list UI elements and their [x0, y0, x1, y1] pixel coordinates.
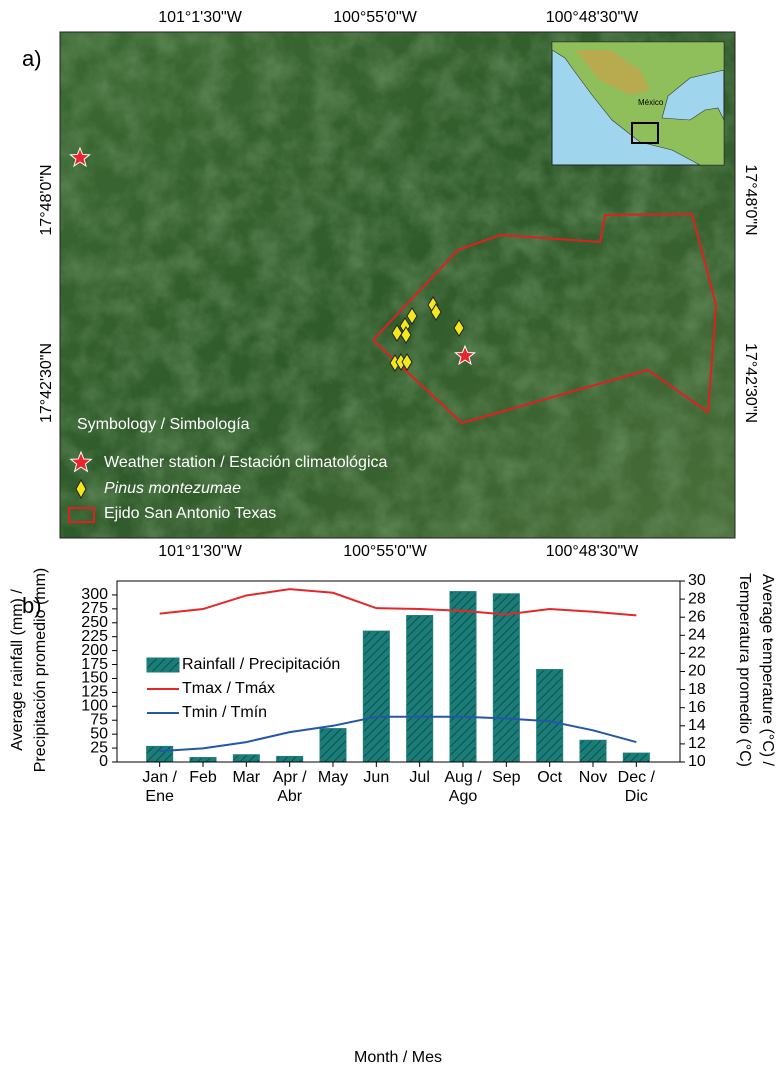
bar [622, 752, 650, 763]
y2-tick-label: 22 [688, 645, 706, 662]
bar [362, 630, 390, 763]
lon-label: 101°1'30"W [158, 543, 243, 560]
y-tick-label: 100 [81, 698, 108, 715]
x-tick-label: Apr / Abr [272, 769, 307, 805]
y-tick-label: 150 [81, 670, 108, 687]
bar [449, 591, 477, 763]
y-tick-label: 50 [90, 725, 108, 742]
legend-star [69, 450, 93, 473]
lat-label: 17°48'0"N [742, 164, 759, 235]
inset-label: México [638, 98, 664, 107]
y2-axis-title: Temperatura promedio (°C) [736, 573, 753, 767]
bar [276, 755, 304, 763]
x-tick-label: Sep [492, 769, 521, 786]
x-tick-label: Oct [537, 769, 563, 786]
bar [189, 757, 217, 763]
inset-extent [631, 122, 659, 144]
y-tick-label: 300 [81, 586, 108, 603]
panel-label: a) [22, 46, 42, 71]
map-frame [59, 31, 736, 539]
bar [406, 615, 434, 763]
lon-label: 100°55'0"W [333, 9, 418, 26]
x-tick-label: May [317, 769, 349, 786]
lat-label: 17°42'30"N [38, 343, 55, 423]
y-tick-label: 75 [90, 711, 108, 728]
pine-sites [389, 296, 465, 372]
bar [319, 728, 347, 763]
x-tick-label: Jan / Ene [142, 769, 177, 805]
lat-label: 17°42'30"N [742, 343, 759, 423]
x-tick-label: Aug / Ago [444, 769, 482, 805]
weather-station [69, 146, 91, 168]
y-axis-title: Average rainfall (mm) / [9, 589, 26, 751]
x-tick-label: Jul [409, 769, 430, 786]
bar [146, 745, 174, 763]
y-tick-label: 175 [81, 656, 108, 673]
y-tick-label: 250 [81, 614, 108, 631]
lon-label: 100°55'0"W [343, 543, 428, 560]
legend-box [68, 507, 95, 523]
bar [232, 754, 260, 763]
y2-axis-title: Average temperature (°C) / [759, 574, 776, 767]
y2-tick-label: 10 [688, 753, 706, 770]
y2-tick-label: 24 [688, 627, 706, 644]
legend-text: Pinus montezumae [104, 480, 241, 497]
lon-label: 100°48'30"W [546, 543, 639, 560]
y2-tick-label: 16 [688, 699, 706, 716]
legend-label: Rainfall / Precipitación [182, 656, 340, 673]
lat-label: 17°48'0"N [38, 164, 55, 235]
bar [536, 669, 564, 763]
legend-text: Ejido San Antonio Texas [104, 505, 276, 522]
lon-label: 101°1'30"W [158, 9, 243, 26]
bar [579, 739, 607, 763]
legend-text: Weather station / Estación climatológica [104, 454, 388, 471]
y-tick-label: 0 [99, 753, 108, 770]
x-tick-label: Mar [232, 769, 261, 786]
y2-tick-label: 14 [688, 717, 706, 734]
legend-diamond [75, 478, 87, 500]
y-tick-label: 25 [90, 739, 108, 756]
x-tick-label: Nov [578, 769, 608, 786]
line [159, 715, 637, 753]
x-axis-title: Month / Mes [354, 1049, 442, 1066]
x-tick-label: Dec / Dic [617, 769, 655, 805]
y2-tick-label: 12 [688, 735, 706, 752]
lon-label: 100°48'30"W [546, 9, 639, 26]
bar [492, 593, 520, 763]
legend-label: Tmax / Tmáx [182, 680, 275, 697]
y2-tick-label: 18 [688, 681, 706, 698]
inset-relief [575, 50, 650, 95]
plot-frame [116, 580, 681, 763]
x-tick-label: Feb [189, 769, 217, 786]
y-tick-label: 275 [81, 600, 108, 617]
y2-tick-label: 20 [688, 663, 706, 680]
ejido-boundary [371, 212, 718, 425]
legend-label: Tmin / Tmín [182, 704, 267, 721]
legend-swatch [146, 657, 180, 673]
y2-tick-label: 28 [688, 590, 706, 607]
y2-tick-label: 26 [688, 608, 706, 625]
y-axis-title: Precipitación promedio (mm) [32, 568, 49, 773]
y-tick-label: 125 [81, 684, 108, 701]
y-tick-label: 225 [81, 628, 108, 645]
line [159, 588, 637, 617]
weather-station [454, 344, 476, 366]
y-tick-label: 200 [81, 642, 108, 659]
x-tick-label: Jun [363, 769, 390, 786]
panel-label: b) [22, 593, 42, 618]
legend-title: Symbology / Simbología [77, 416, 250, 433]
y2-tick-label: 30 [688, 572, 706, 589]
